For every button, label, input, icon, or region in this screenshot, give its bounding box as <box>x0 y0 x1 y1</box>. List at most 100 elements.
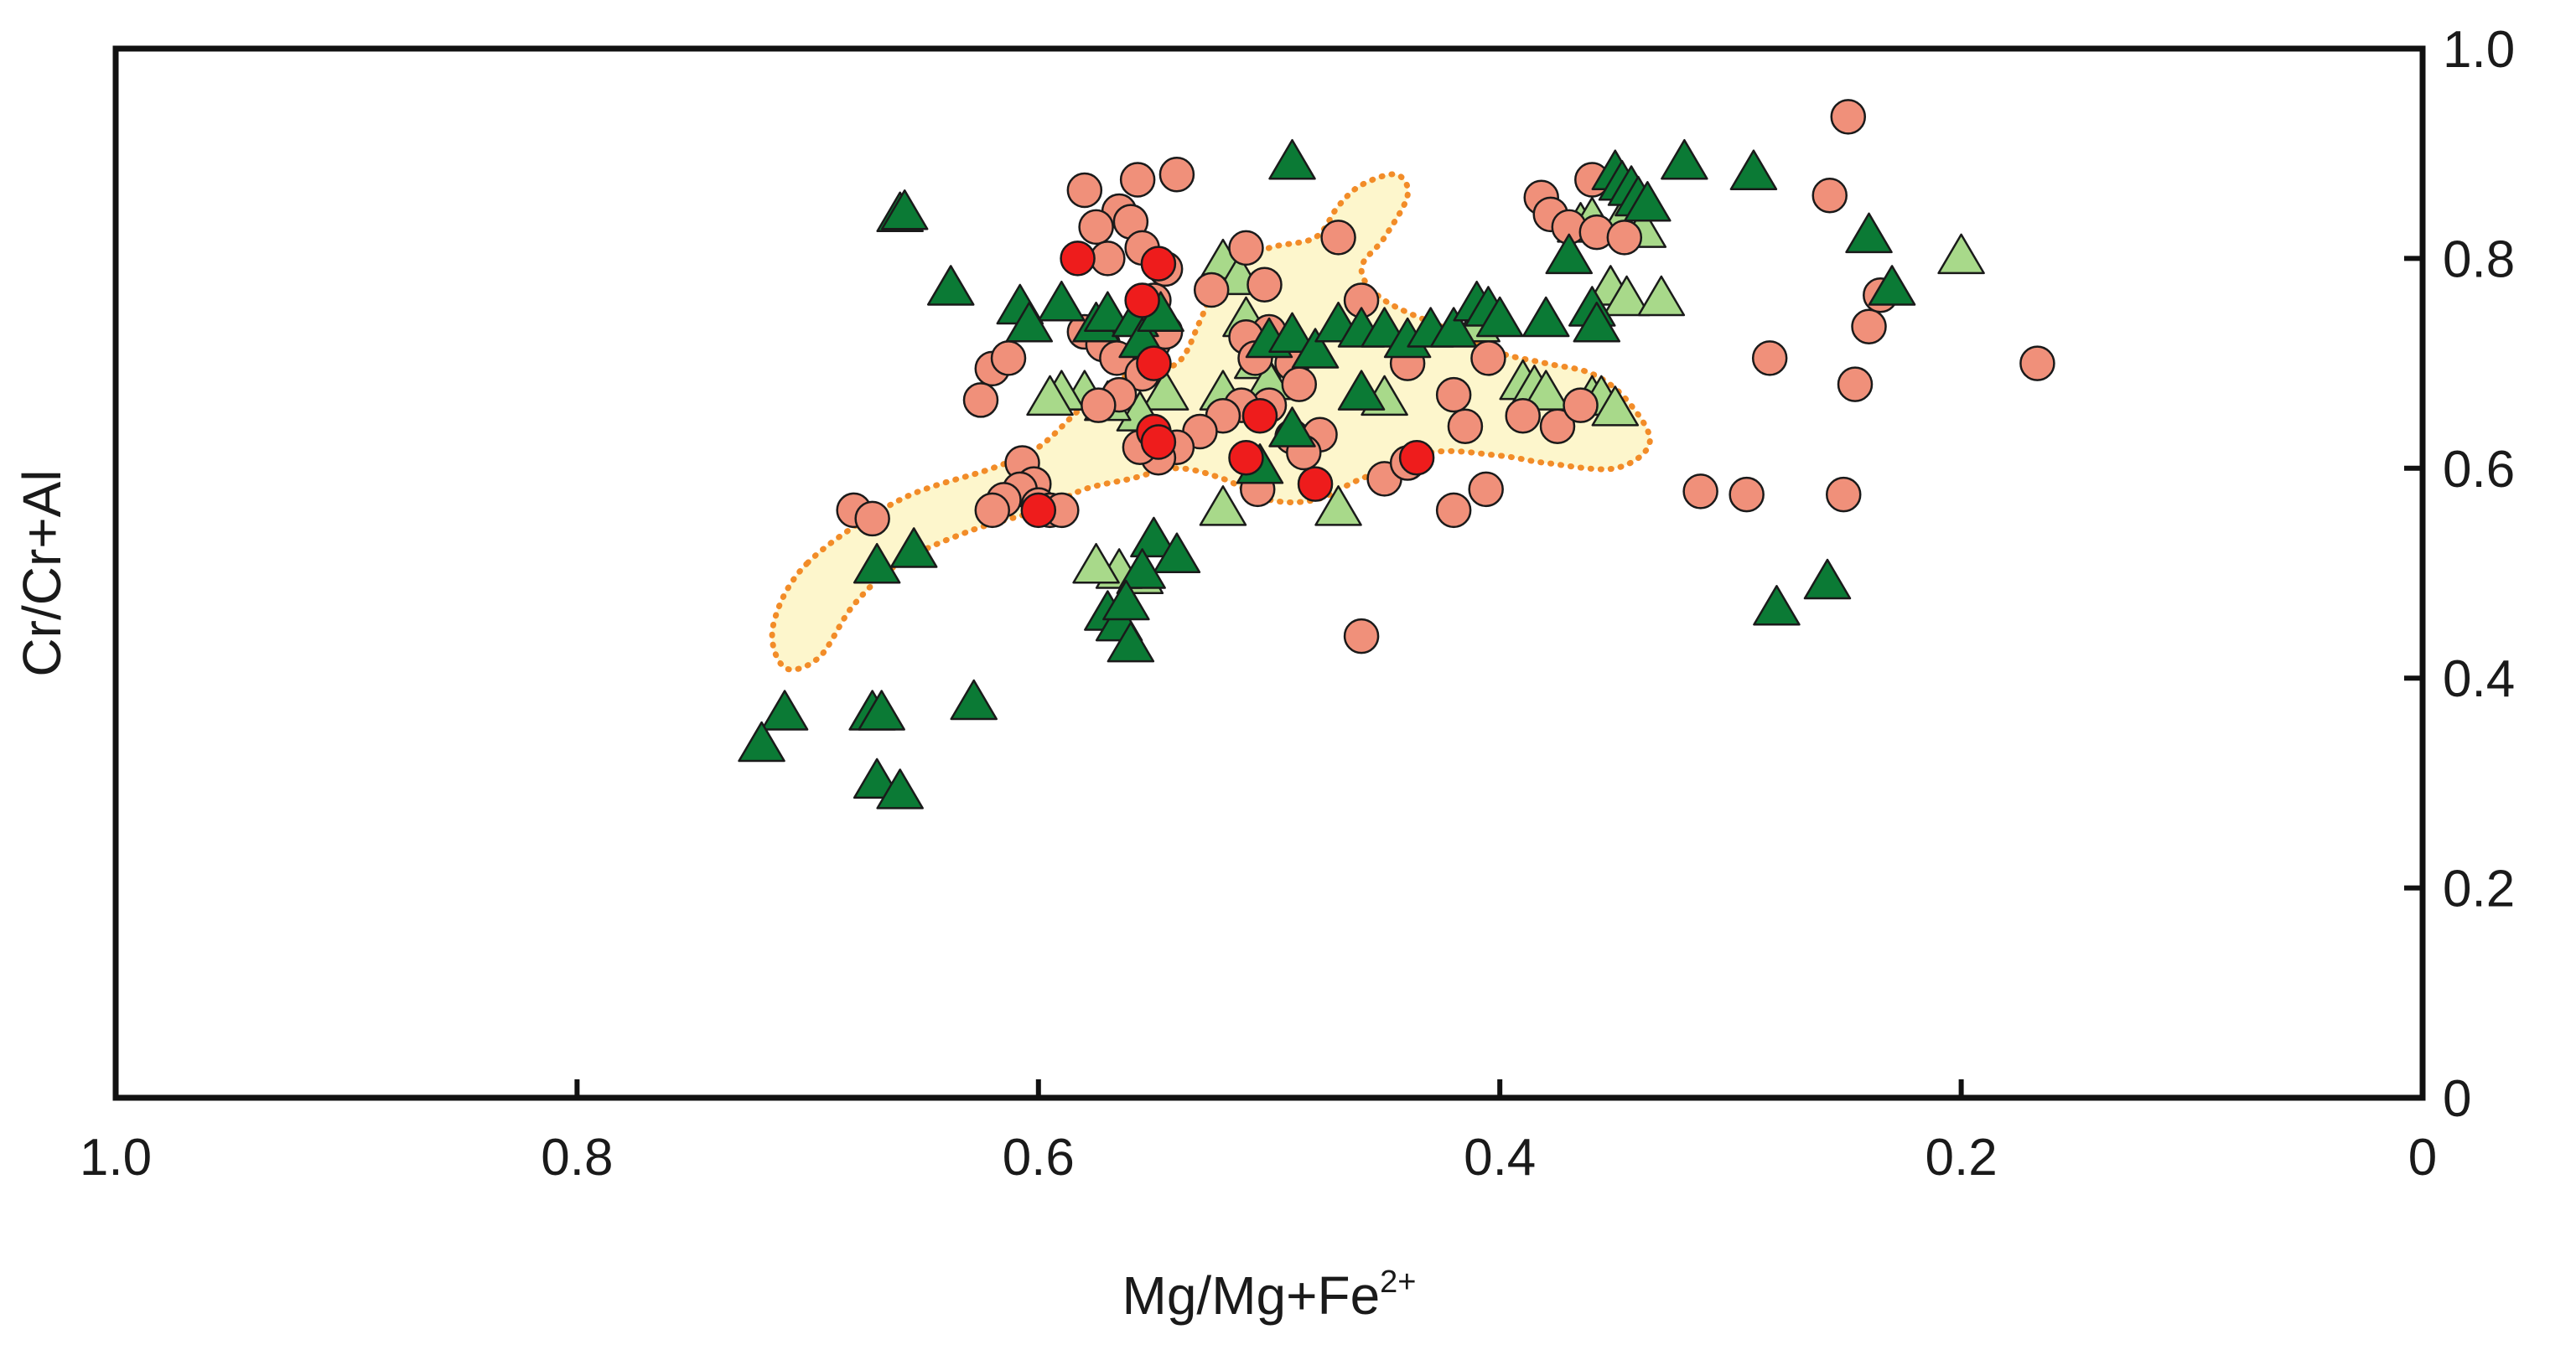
dark-triangle-point <box>876 768 924 809</box>
light-triangle-point <box>1314 485 1362 526</box>
dark-triangle-point <box>1102 579 1150 621</box>
plot-frame <box>112 45 2426 1101</box>
salmon-circle-point <box>2019 345 2055 381</box>
salmon-circle-point <box>1751 340 1788 376</box>
dark-triangle-point <box>1130 516 1178 558</box>
dark-triangle-point <box>853 542 901 584</box>
salmon-circle-point <box>1078 209 1114 246</box>
light-triangle-point <box>1591 385 1640 427</box>
dark-triangle-point <box>1545 233 1594 275</box>
salmon-circle-point <box>1468 471 1504 508</box>
y-tick-label: 0.8 <box>2443 230 2515 288</box>
dark-triangle-point <box>1803 558 1852 600</box>
red-circle-point <box>1124 282 1160 318</box>
salmon-circle-point <box>1435 376 1472 413</box>
salmon-circle-point <box>1811 178 1848 214</box>
salmon-circle-point <box>974 492 1011 529</box>
dark-triangle-point <box>1268 406 1316 447</box>
salmon-circle-point <box>1158 156 1195 193</box>
salmon-circle-point <box>1193 272 1230 308</box>
y-tick-label: 0.6 <box>2443 441 2515 499</box>
dark-triangle-point <box>1118 548 1166 589</box>
salmon-circle-point <box>1081 387 1117 423</box>
light-triangle-point <box>1937 233 1985 275</box>
salmon-circle-point <box>1505 397 1541 434</box>
dark-triangle-point <box>1268 312 1316 354</box>
x-tick-label: 0.8 <box>541 1129 613 1187</box>
y-axis-ticks: 0 0.2 0.4 0.6 0.8 1.0 <box>2404 21 2515 1128</box>
salmon-circle-point <box>1281 366 1318 402</box>
dark-triangle-point <box>1038 280 1086 322</box>
red-circle-point <box>1020 492 1057 529</box>
y-tick-label: 0.4 <box>2443 650 2515 708</box>
dark-triangle-point <box>1868 265 1916 306</box>
salmon-circle-point <box>1606 220 1643 256</box>
salmon-circle-point <box>1066 172 1103 209</box>
dark-triangle-point <box>738 721 785 763</box>
dark-triangle-point <box>1521 296 1570 338</box>
y-tick-label: 0 <box>2443 1070 2471 1128</box>
dark-triangle-point <box>880 189 929 230</box>
x-tick-label: 0.4 <box>1464 1129 1536 1187</box>
data-markers <box>738 99 2055 809</box>
dark-triangle-point <box>1753 585 1801 626</box>
x-axis-title: Mg/Mg+Fe2+ <box>1122 1265 1417 1326</box>
salmon-circle-point <box>1119 162 1156 198</box>
dark-triangle-point <box>1005 302 1054 343</box>
dark-triangle-point <box>1268 138 1316 180</box>
x-tick-label: 0.6 <box>1003 1129 1075 1187</box>
salmon-circle-point <box>962 382 999 418</box>
red-circle-point <box>1297 466 1334 502</box>
light-triangle-point <box>1026 375 1074 416</box>
salmon-circle-point <box>990 340 1027 376</box>
salmon-circle-point <box>1825 476 1862 513</box>
x-axis-title-base: Mg/Mg+Fe <box>1122 1265 1381 1326</box>
dark-triangle-point <box>1624 181 1672 222</box>
light-triangle-point <box>1141 370 1190 411</box>
dark-triangle-point <box>950 679 998 721</box>
salmon-circle-point <box>1447 408 1484 444</box>
dark-triangle-point <box>1153 532 1201 573</box>
salmon-circle-point <box>854 500 890 537</box>
light-triangle-point <box>1199 485 1247 526</box>
salmon-circle-point <box>1320 220 1356 256</box>
red-circle-point <box>1140 424 1177 460</box>
light-triangle-point <box>1521 370 1570 411</box>
dark-triangle-point <box>1845 212 1893 254</box>
red-circle-point <box>1136 345 1172 381</box>
y-tick-label: 1.0 <box>2443 21 2515 79</box>
red-circle-point <box>1060 241 1096 277</box>
x-tick-label: 0.2 <box>1925 1129 1997 1187</box>
dark-triangle-point <box>889 527 938 568</box>
y-axis-title: Cr/Cr+Al <box>12 469 72 676</box>
salmon-circle-point <box>1539 408 1576 444</box>
salmon-circle-point <box>1343 618 1380 654</box>
red-circle-point <box>1140 246 1177 282</box>
dark-triangle-point <box>1429 307 1478 348</box>
x-axis-title-superscript: 2+ <box>1380 1265 1416 1300</box>
salmon-circle-point <box>1090 241 1126 277</box>
y-tick-label: 0.2 <box>2443 861 2515 918</box>
dark-triangle-point <box>1573 302 1621 343</box>
salmon-circle-point <box>1563 387 1599 423</box>
salmon-circle-point <box>1729 476 1765 513</box>
salmon-circle-point <box>1837 366 1874 402</box>
salmon-circle-point <box>1470 340 1506 376</box>
salmon-circle-point <box>1247 266 1283 303</box>
red-circle-point <box>1228 440 1264 476</box>
light-triangle-point <box>1072 542 1120 584</box>
x-tick-label: 0 <box>2408 1129 2437 1187</box>
light-triangle-point <box>1637 275 1686 317</box>
dark-triangle-point <box>926 265 975 306</box>
red-circle-point <box>1398 440 1435 476</box>
dark-triangle-point <box>1661 138 1708 180</box>
dark-triangle-point <box>1475 296 1524 338</box>
salmon-circle-point <box>1435 492 1472 529</box>
dark-triangle-point <box>1107 621 1155 663</box>
salmon-circle-point <box>1830 99 1867 135</box>
dark-triangle-point <box>1291 328 1340 369</box>
x-axis-ticks: 1.0 0.8 0.6 0.4 0.2 0 <box>80 1079 2437 1187</box>
dark-triangle-point <box>760 690 809 731</box>
